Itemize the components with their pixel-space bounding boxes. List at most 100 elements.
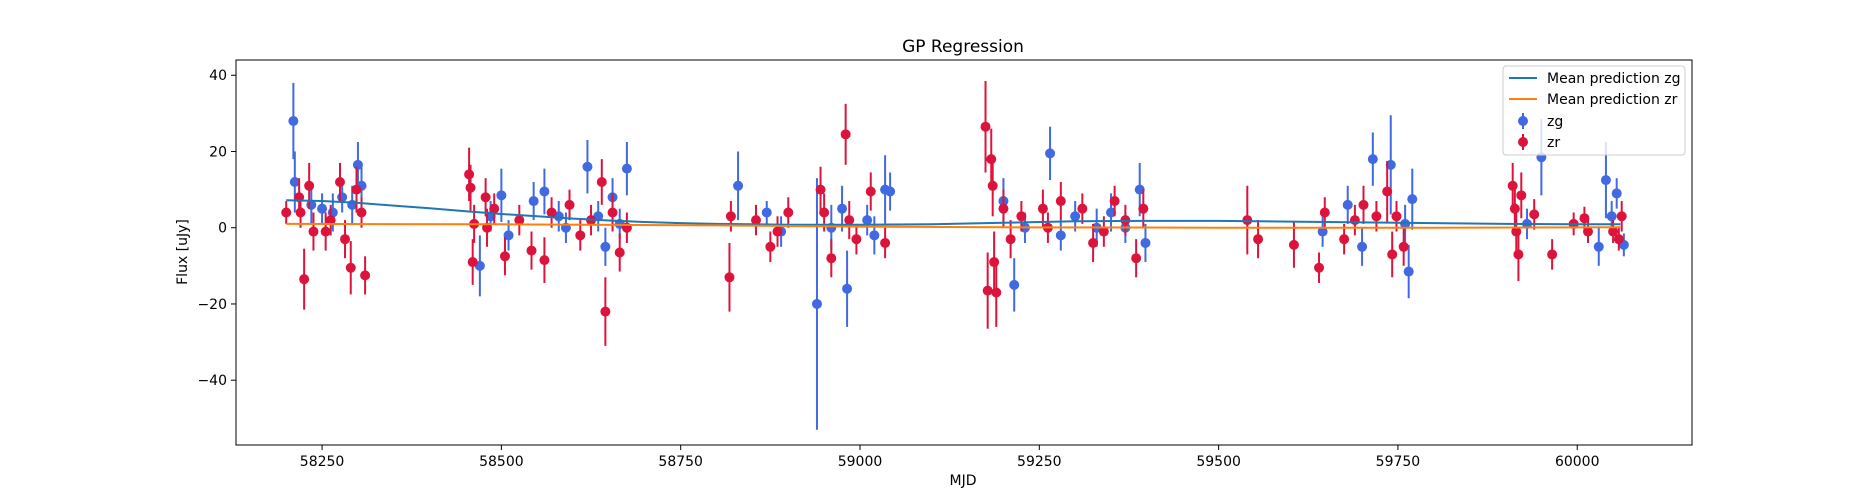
data-point-zg (1593, 241, 1604, 252)
y-axis: 40 20 0 −20 −40 (197, 68, 236, 389)
data-point-zr (335, 176, 345, 187)
x-tick-label: 59750 (1376, 454, 1421, 470)
data-point-zg (337, 192, 348, 203)
data-point-zg (1611, 188, 1622, 199)
data-point-zr (1511, 226, 1522, 237)
data-point-zg (1317, 226, 1328, 237)
data-point-zr (1371, 211, 1382, 222)
chart-title: GP Regression (902, 37, 1024, 57)
data-point-zr (281, 207, 292, 218)
data-point-zr (1349, 215, 1360, 226)
data-point-zr (1529, 209, 1540, 220)
data-point-zg (811, 298, 822, 309)
data-point-zg (837, 203, 848, 214)
x-axis-label: MJD (950, 473, 977, 489)
data-point-zr (575, 230, 586, 241)
data-point-zr (880, 237, 891, 248)
data-point-zg (539, 186, 550, 197)
y-tick-label: −20 (197, 297, 227, 313)
data-point-zg (869, 230, 880, 241)
data-point-zr (1242, 215, 1253, 226)
data-point-zg (528, 196, 539, 207)
data-point-zr (1513, 249, 1524, 260)
data-point-zr (614, 247, 625, 258)
data-point-zr (815, 184, 826, 195)
data-point-zr (1579, 213, 1590, 224)
data-point-zr (295, 207, 306, 218)
data-point-zr (1398, 241, 1409, 252)
plot-area (281, 80, 1629, 430)
data-point-zr (998, 203, 1009, 214)
legend-box (1502, 65, 1686, 156)
data-point-zr (783, 207, 794, 218)
data-point-zg (1134, 184, 1145, 195)
data-point-zr (356, 207, 367, 218)
data-point-zg (1106, 207, 1117, 218)
data-point-zr (1005, 234, 1016, 245)
data-point-zr (840, 129, 851, 140)
x-tick-label: 60000 (1555, 454, 1600, 470)
data-point-zr (1253, 234, 1264, 245)
data-point-zr (765, 241, 776, 252)
data-point-zr (991, 287, 1002, 298)
data-point-zr (596, 176, 607, 187)
data-point-zr (1507, 180, 1518, 191)
y-tick-label: 40 (209, 68, 227, 84)
data-point-zr (1109, 196, 1120, 207)
data-point-zr (725, 211, 736, 222)
data-point-zr (1608, 226, 1619, 237)
data-point-zr (345, 262, 356, 273)
data-point-zg (352, 159, 363, 170)
data-point-zr (826, 253, 837, 264)
data-point-zr (564, 199, 575, 210)
data-point-zr (499, 251, 510, 262)
data-point-zr (980, 121, 991, 132)
data-point-zr (489, 203, 500, 214)
x-tick-label: 59250 (1017, 454, 1062, 470)
data-point-zg (496, 190, 507, 201)
data-point-zr (1088, 237, 1099, 248)
x-axis: 58250 58500 58750 59000 59250 59500 59750 60000 (300, 445, 1600, 470)
data-point-zr (351, 184, 362, 195)
data-point-zr (1131, 253, 1142, 264)
data-point-zr (467, 257, 478, 268)
y-tick-label: 0 (218, 221, 227, 237)
data-point-zr (1547, 249, 1558, 260)
data-point-zg (621, 163, 632, 174)
data-point-zg (862, 215, 873, 226)
data-point-zr (819, 207, 830, 218)
data-point-zg (733, 180, 744, 191)
data-point-zr (1098, 226, 1109, 237)
x-tick-label: 58250 (300, 454, 345, 470)
legend-marker-zr (1518, 137, 1528, 147)
data-point-zg (1385, 159, 1396, 170)
data-point-zg (761, 207, 772, 218)
data-point-zg (1070, 211, 1081, 222)
data-point-zr (1288, 239, 1299, 250)
data-point-zr (480, 192, 491, 203)
y-tick-label: −40 (197, 373, 227, 389)
line-mean-prediction-zr (286, 222, 1621, 229)
data-point-zg (1045, 148, 1056, 159)
x-tick-label: 59500 (1196, 454, 1241, 470)
legend: Mean prediction zg Mean prediction zr zg… (1502, 65, 1686, 156)
data-point-zg (289, 176, 300, 187)
data-point-zg (1606, 211, 1617, 222)
data-point-zr (1391, 211, 1402, 222)
x-tick-label: 58750 (658, 454, 703, 470)
legend-label-zg: zg (1547, 114, 1563, 130)
data-point-zr (514, 215, 525, 226)
data-point-zr (340, 234, 351, 245)
data-point-zr (1016, 211, 1027, 222)
data-point-zg (582, 161, 593, 172)
data-point-zr (304, 180, 315, 191)
data-point-zr (982, 285, 993, 296)
data-point-zr (600, 306, 611, 317)
data-point-zr (1516, 190, 1527, 201)
line-mean-prediction-zg (286, 199, 1621, 226)
data-point-zr (360, 270, 371, 281)
axes-frame (235, 59, 1693, 446)
data-point-zr (986, 154, 997, 165)
data-point-zg (1403, 266, 1414, 277)
